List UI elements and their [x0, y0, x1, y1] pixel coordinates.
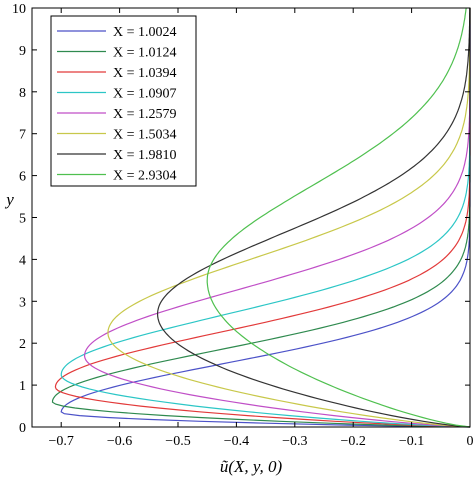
x-tick-label: 0	[467, 434, 474, 449]
x-tick-label: −0.5	[165, 434, 190, 449]
y-tick-label: 0	[19, 421, 26, 436]
x-tick-label: −0.2	[340, 434, 365, 449]
y-tick-label: 4	[19, 253, 26, 268]
legend-entry: X = 1.5034	[113, 128, 177, 143]
y-tick-label: 2	[19, 337, 26, 352]
y-tick-label: 3	[19, 295, 26, 310]
legend-box	[50, 15, 197, 187]
legend-entry: X = 1.0394	[113, 66, 177, 81]
x-tick-label: −0.6	[107, 434, 132, 449]
x-tick-label: −0.7	[48, 434, 73, 449]
legend-entry: X = 1.9810	[113, 148, 177, 163]
x-tick-label: −0.4	[224, 434, 249, 449]
y-tick-label: 1	[19, 379, 26, 394]
x-tick-label: −0.1	[399, 434, 424, 449]
series-line-7	[157, 8, 471, 428]
legend-entry: X = 2.9304	[113, 169, 177, 184]
ticks: −0.7 −0.6 −0.5 −0.4 −0.3 −0.2 −0.1 0 0 1 2 3 4 5 6 7 8 9 1…	[12, 2, 474, 449]
legend: X = 1.0024 X = 1.0124 X = 1.0394 X = 1.0907…	[50, 15, 197, 187]
y-axis-label: y	[4, 190, 14, 209]
legend-entry: X = 1.2579	[113, 107, 177, 122]
legend-entry: X = 1.0024	[113, 25, 177, 40]
legend-entry: X = 1.0907	[113, 87, 177, 102]
y-tick-label: 8	[19, 86, 26, 101]
y-tick-label: 10	[12, 2, 26, 17]
y-tick-label: 7	[19, 128, 26, 143]
legend-entry: X = 1.0124	[113, 46, 177, 61]
y-tick-label: 6	[19, 170, 26, 185]
series-line-8	[206, 7, 471, 428]
x-axis-label: ũ(X, y, 0)	[220, 457, 283, 476]
y-tick-label: 5	[19, 212, 26, 227]
series-line-6	[107, 8, 471, 428]
y-tick-label: 9	[19, 44, 26, 59]
x-tick-label: −0.3	[282, 434, 307, 449]
